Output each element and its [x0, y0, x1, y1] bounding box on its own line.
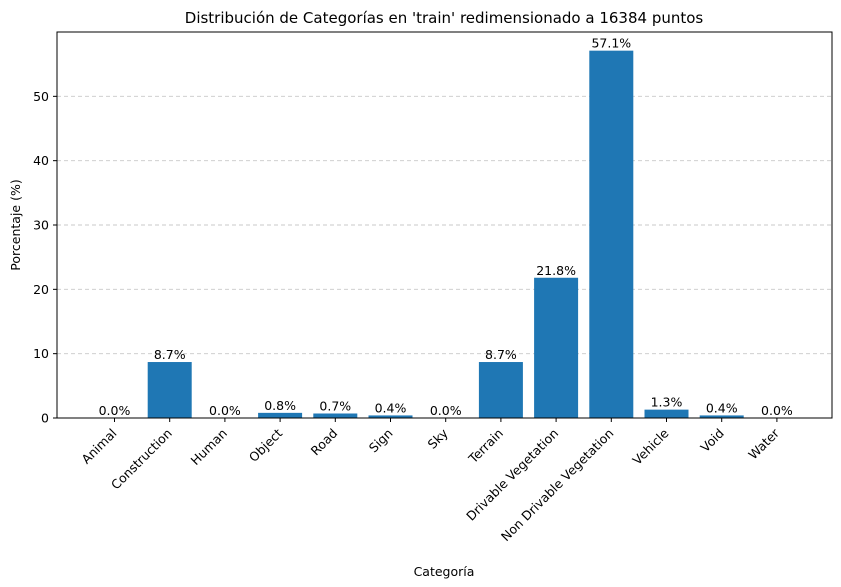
- bar: [478, 362, 523, 418]
- data-label: 0.0%: [99, 403, 131, 418]
- data-label: 0.0%: [430, 403, 462, 418]
- x-tick-label: Terrain: [465, 426, 506, 467]
- bar: [258, 412, 303, 418]
- y-tick-label: 10: [33, 346, 49, 361]
- y-tick-label: 30: [33, 218, 49, 233]
- data-label: 0.7%: [319, 398, 351, 413]
- bar: [313, 413, 358, 418]
- data-label: 0.8%: [264, 398, 296, 413]
- x-tick-label: Human: [188, 426, 230, 468]
- bar: [589, 50, 634, 418]
- data-label: 0.4%: [706, 400, 738, 415]
- y-gridlines: [57, 95, 832, 355]
- data-label: 1.3%: [651, 395, 683, 410]
- bars: [147, 50, 744, 418]
- x-tick-label: Void: [697, 426, 726, 455]
- x-tick-label: Road: [308, 426, 341, 459]
- data-label: 8.7%: [485, 347, 517, 362]
- x-tick-label: Sign: [366, 426, 396, 456]
- x-tick-label: Sky: [425, 425, 452, 452]
- x-tick-label: Vehicle: [629, 425, 671, 467]
- bar: [644, 409, 689, 418]
- y-tick-label: 50: [33, 89, 49, 104]
- x-axis-label: Categoría: [414, 564, 475, 579]
- y-axis-label: Porcentaje (%): [8, 179, 23, 270]
- data-label: 21.8%: [536, 263, 576, 278]
- bar: [147, 362, 192, 418]
- x-tick-label: Object: [246, 425, 285, 464]
- y-tick-label: 0: [41, 411, 49, 426]
- y-tick-label: 40: [33, 153, 49, 168]
- data-label: 0.4%: [375, 400, 407, 415]
- data-labels: 0.0% 8.7% 0.0% 0.8% 0.7% 0.4% 0.0% 8.7% 21.8% 57.…: [99, 36, 793, 418]
- x-tick-label: Non Drivable Vegetation: [498, 426, 617, 545]
- y-tick-label: 20: [33, 282, 49, 297]
- x-tick-label: Drivable Vegetation: [463, 426, 561, 524]
- data-label: 0.0%: [209, 403, 241, 418]
- chart-title: Distribución de Categorías en 'train' re…: [185, 9, 704, 27]
- bar: [534, 277, 579, 418]
- data-label: 8.7%: [154, 347, 186, 362]
- bar: [699, 415, 744, 418]
- x-tick-label: Water: [745, 425, 782, 462]
- x-tick-label: Animal: [78, 426, 119, 467]
- data-label: 57.1%: [591, 36, 631, 51]
- data-label: 0.0%: [761, 403, 793, 418]
- bar: [368, 415, 413, 418]
- y-axis-ticks: 0 10 20 30 40 50: [33, 89, 57, 426]
